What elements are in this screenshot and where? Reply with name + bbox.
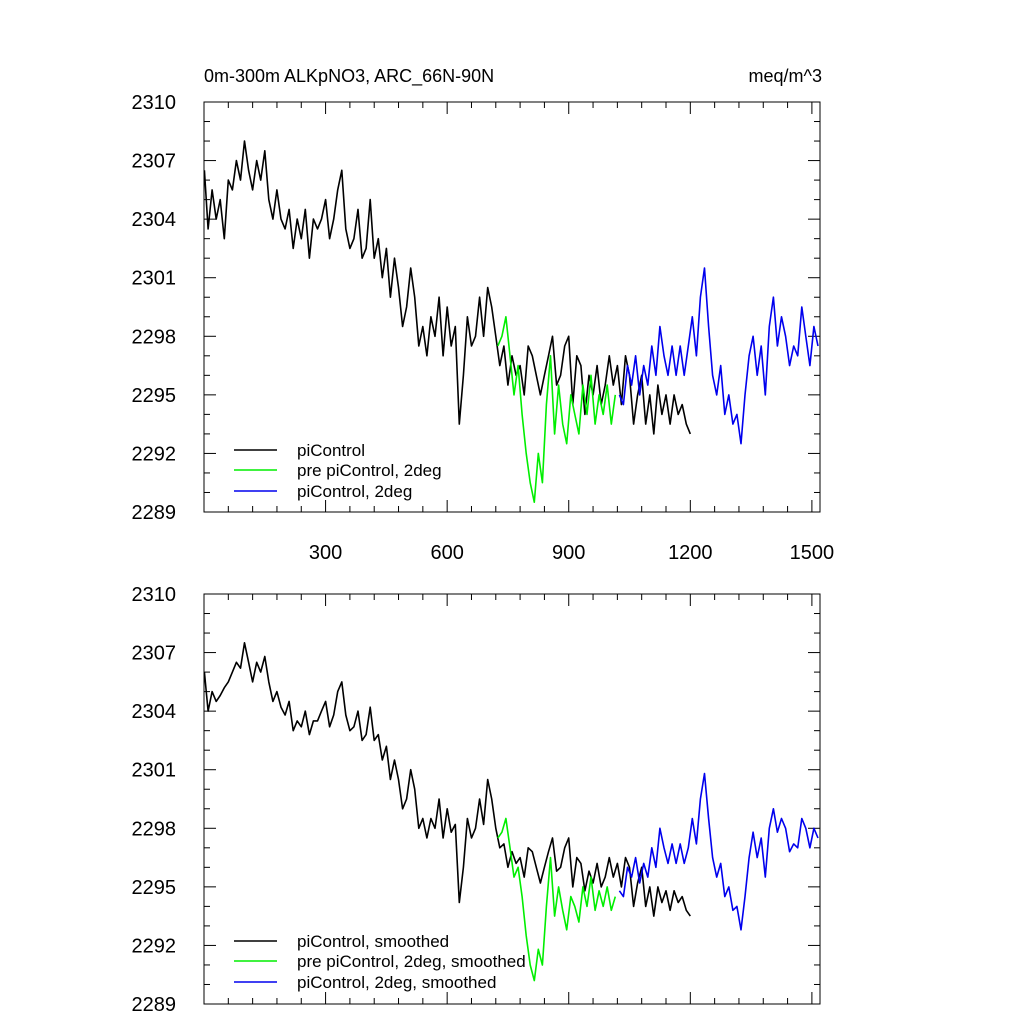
series-line-2 <box>497 316 617 503</box>
y-tick-label: 2298 <box>132 326 177 348</box>
legend-label: pre piControl, 2deg <box>297 461 442 480</box>
y-tick-label: 2310 <box>132 584 177 606</box>
series-group-bottom <box>203 642 819 982</box>
series-line-2 <box>497 817 617 982</box>
x-tick-label: 600 <box>430 542 463 564</box>
y-tick-label: 2304 <box>132 209 177 231</box>
series-line-3 <box>618 772 819 931</box>
y-tick-label: 2307 <box>132 643 177 665</box>
series-line-1 <box>203 140 692 435</box>
legend-label: piControl, 2deg, smoothed <box>297 973 496 992</box>
y-tick-label: 2289 <box>132 502 177 524</box>
top-panel: 0m-300m ALKpNO3, ARC_66N-90N meq/m^3 228… <box>132 66 835 564</box>
y-tick-label: 2289 <box>132 994 177 1016</box>
series-line-1 <box>203 642 691 917</box>
axes-ticks-bottom: 2289 2292 2295 2298 2301 2304 2307 2310 <box>132 584 820 1016</box>
x-tick-label: 900 <box>552 542 585 564</box>
series-line-3 <box>618 267 819 445</box>
chart-units: meq/m^3 <box>749 66 822 86</box>
series-group-top <box>203 140 819 503</box>
y-tick-label: 2292 <box>132 443 177 465</box>
y-tick-label: 2304 <box>132 701 177 723</box>
chart-title: 0m-300m ALKpNO3, ARC_66N-90N <box>204 66 494 87</box>
legend-label: pre piControl, 2deg, smoothed <box>297 952 526 971</box>
y-tick-label: 2295 <box>132 877 177 899</box>
y-tick-label: 2310 <box>132 92 177 114</box>
legend-label: piControl, 2deg <box>297 482 412 501</box>
plot-frame-top <box>203 101 821 513</box>
legend-label: piControl <box>297 441 365 460</box>
y-tick-label: 2301 <box>132 268 177 290</box>
y-tick-label: 2307 <box>132 151 177 173</box>
plot-frame-bottom <box>203 593 821 1005</box>
legend-label: piControl, smoothed <box>297 932 449 951</box>
y-tick-label: 2295 <box>132 385 177 407</box>
bottom-panel: 2289 2292 2295 2298 2301 2304 2307 2310 piContr… <box>132 584 821 1016</box>
y-tick-label: 2301 <box>132 760 177 782</box>
axes-ticks-top: 2289 2292 2295 2298 2301 2304 2307 2310 300 600 90… <box>132 92 835 564</box>
x-tick-label: 1500 <box>790 542 835 564</box>
x-tick-label: 1200 <box>668 542 713 564</box>
y-tick-label: 2298 <box>132 818 177 840</box>
y-tick-label: 2292 <box>132 935 177 957</box>
x-tick-label: 300 <box>309 542 342 564</box>
